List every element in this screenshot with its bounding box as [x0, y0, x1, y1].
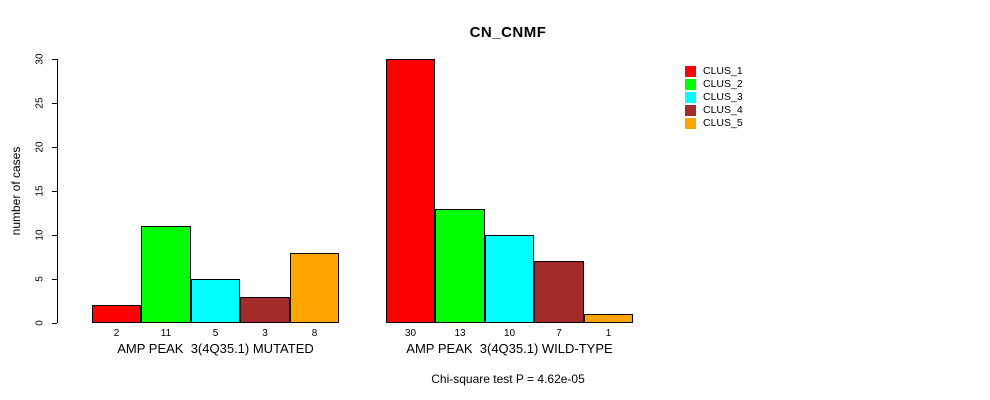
y-axis-tick-label: 20 [34, 141, 46, 153]
bar-value-label: 3 [262, 328, 268, 339]
y-axis-tick-label: 0 [34, 320, 46, 326]
bar-value-label: 1 [605, 328, 612, 339]
y-axis-tick-label: 25 [34, 97, 46, 109]
legend-label: CLUS_5 [703, 117, 743, 129]
bar-clus_5-group1 [290, 253, 339, 323]
bar-clus_4-group2 [534, 261, 584, 323]
y-axis-tick [52, 235, 57, 236]
bar-value-label: 8 [311, 328, 318, 339]
legend-swatch-clus_3 [685, 92, 696, 103]
legend: CLUS_1 CLUS_2 CLUS_3 CLUS_4 CLUS_5 [685, 66, 743, 129]
chart-title: CN_CNMF [469, 24, 547, 41]
y-axis-tick [52, 323, 57, 324]
bar-clus_5-group2 [584, 314, 633, 323]
legend-swatch-clus_1 [685, 66, 696, 77]
y-axis-tick [52, 147, 57, 148]
y-axis-tick [52, 191, 57, 192]
y-axis-line [57, 59, 58, 323]
bar-clus_3-group1 [191, 279, 240, 323]
y-axis-tick [52, 279, 57, 280]
bar-value-label: 7 [556, 328, 562, 339]
legend-label: CLUS_2 [703, 78, 743, 90]
y-axis-tick-label: 5 [34, 276, 46, 282]
legend-label: CLUS_4 [703, 104, 743, 116]
legend-item-clus_5: CLUS_5 [685, 118, 743, 129]
legend-swatch-clus_5 [685, 118, 696, 129]
y-axis-tick [52, 59, 57, 60]
bar-value-label: 11 [160, 328, 172, 339]
y-axis-tick-label: 10 [34, 229, 46, 241]
legend-item-clus_1: CLUS_1 [685, 66, 743, 77]
bar-value-label: 30 [404, 328, 417, 339]
bar-clus_1-group2 [386, 59, 435, 323]
bar-value-label: 2 [113, 328, 120, 339]
x-axis-group-label: AMP PEAK 3(4Q35.1) WILD-TYPE [406, 341, 613, 356]
legend-item-clus_3: CLUS_3 [685, 92, 743, 103]
y-axis-tick-label: 15 [34, 185, 46, 197]
bar-clus_4-group1 [240, 297, 290, 323]
y-axis-tick-label: 30 [34, 53, 46, 65]
bar-value-label: 13 [454, 328, 466, 339]
bar-clus_2-group1 [141, 226, 191, 323]
legend-label: CLUS_3 [703, 91, 743, 103]
legend-item-clus_2: CLUS_2 [685, 79, 743, 90]
x-axis-group-label: AMP PEAK 3(4Q35.1) MUTATED [117, 341, 314, 356]
bar-value-label: 5 [212, 328, 219, 339]
bar-value-label: 10 [503, 328, 516, 339]
legend-label: CLUS_1 [703, 65, 743, 77]
bar-clus_1-group1 [92, 305, 141, 323]
bar-clus_3-group2 [485, 235, 534, 323]
y-axis-tick [52, 103, 57, 104]
y-axis-title: number of cases [9, 146, 23, 236]
legend-item-clus_4: CLUS_4 [685, 105, 743, 116]
bar-clus_2-group2 [435, 209, 485, 323]
legend-swatch-clus_2 [685, 79, 696, 90]
annotation-text: Chi-square test P = 4.62e-05 [431, 372, 585, 386]
legend-swatch-clus_4 [685, 105, 696, 116]
